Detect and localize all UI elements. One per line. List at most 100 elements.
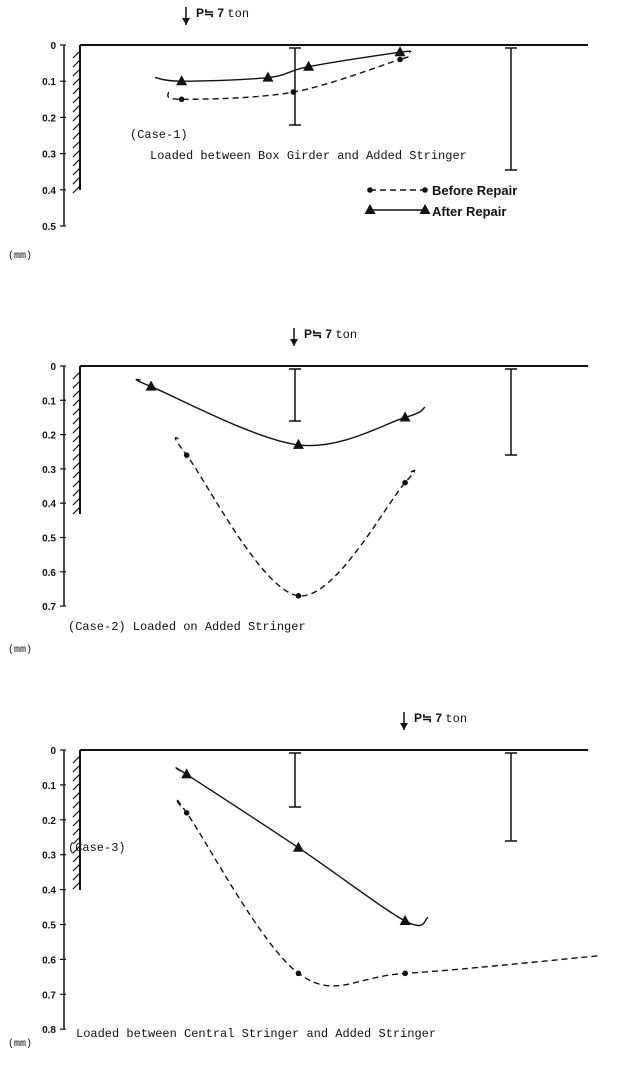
fixed-support-hatch <box>72 366 81 515</box>
hatch-stroke <box>72 104 81 113</box>
hatch-stroke <box>72 872 81 881</box>
hatch-stroke <box>72 167 81 176</box>
load-label: P≒ 7 ton <box>196 6 249 21</box>
hatch-stroke <box>72 416 81 425</box>
after-repair-point <box>399 915 411 926</box>
hatch-stroke <box>72 50 81 59</box>
y-tick-label: 0.4 <box>42 886 56 897</box>
series-after-repair-line <box>175 767 429 927</box>
series-before-repair-line <box>167 56 409 101</box>
y-tick-label: 0 <box>50 362 56 373</box>
hatch-stroke <box>72 470 81 479</box>
y-tick-label: 0.6 <box>42 955 56 966</box>
hatch-stroke <box>72 425 81 434</box>
y-tick-label: 0.8 <box>42 1025 56 1036</box>
legend-after-marker <box>364 204 376 214</box>
chart-panel-2: 0 0.1 0.2 0.3 0.4 0.5 0.6 0.7 P≒ 7 ton (Case-2) L… <box>8 327 588 656</box>
after-repair-point <box>394 46 406 57</box>
before-repair-point <box>178 96 185 103</box>
hatch-stroke <box>72 122 81 131</box>
hatch-stroke <box>72 773 81 782</box>
after-repair-point <box>292 841 304 852</box>
hatch-stroke <box>72 389 81 398</box>
unit-label: (mm) <box>8 250 32 262</box>
unit-label: (mm) <box>8 1038 32 1050</box>
load-arrow <box>400 712 408 730</box>
hatch-stroke <box>72 461 81 470</box>
y-tick-label: 0.6 <box>42 568 56 579</box>
load-arrow <box>182 7 190 25</box>
y-tick-label: 0.7 <box>42 990 56 1001</box>
hatch-stroke <box>72 86 81 95</box>
chart-panel-1: 0 0.1 0.2 0.3 0.4 0.5 P≒ 7 ton (Case-1) Loaded b… <box>8 6 588 262</box>
after-repair-point <box>176 75 188 86</box>
y-tick-label: 0.4 <box>42 186 56 197</box>
y-tick-label: 0.3 <box>42 851 56 862</box>
y-tick-label: 0 <box>50 41 56 52</box>
load-label: P≒ 7 ton <box>414 711 467 726</box>
load-label: P≒ 7 ton <box>304 327 357 342</box>
y-tick-label: 0.7 <box>42 602 56 613</box>
legend: Before Repair After Repair <box>364 183 517 219</box>
hatch-stroke <box>72 764 81 773</box>
hatch-stroke <box>72 371 81 380</box>
hatch-stroke <box>72 809 81 818</box>
hatch-stroke <box>72 881 81 890</box>
hatch-stroke <box>72 452 81 461</box>
after-repair-point <box>145 380 157 391</box>
hatch-stroke <box>72 818 81 827</box>
hatch-stroke <box>72 77 81 86</box>
chart-panel-3: 0 0.1 0.2 0.3 0.4 0.5 0.6 0.7 0.8 P≒ 7 ton (Case-3… <box>8 711 599 1050</box>
before-repair-point <box>397 56 403 63</box>
y-tick-label: 0.5 <box>42 534 56 545</box>
after-repair-point <box>399 411 411 422</box>
y-tick-label: 0 <box>50 746 56 757</box>
hatch-stroke <box>72 800 81 809</box>
girder-2 <box>505 47 517 171</box>
y-tick-label: 0.1 <box>42 781 56 792</box>
hatch-stroke <box>72 782 81 791</box>
before-repair-point <box>295 970 302 977</box>
y-tick-label: 0.4 <box>42 499 56 510</box>
hatch-stroke <box>72 149 81 158</box>
hatch-stroke <box>72 158 81 167</box>
legend-before-label: Before Repair <box>432 183 517 198</box>
hatch-stroke <box>72 863 81 872</box>
legend-before-marker <box>422 187 428 193</box>
fixed-support-hatch <box>72 45 81 194</box>
before-repair-point <box>183 810 190 816</box>
before-repair-point <box>402 970 408 977</box>
hatch-stroke <box>72 176 81 185</box>
hatch-stroke <box>72 845 81 854</box>
load-arrow <box>290 328 298 346</box>
hatch-stroke <box>72 380 81 389</box>
series-after-repair-line <box>154 50 412 82</box>
chart-caption-line-2: Loaded between Box Girder and Added Stri… <box>150 149 467 163</box>
hatch-stroke <box>72 827 81 836</box>
chart-caption: (Case-2) Loaded on Added Stringer <box>68 620 306 634</box>
y-tick-label: 0.2 <box>42 431 56 442</box>
hatch-stroke <box>72 755 81 764</box>
girder-1 <box>289 368 301 422</box>
hatch-stroke <box>72 398 81 407</box>
hatch-stroke <box>72 113 81 122</box>
hatch-stroke <box>72 434 81 443</box>
hatch-stroke <box>72 443 81 452</box>
y-tick-label: 0.5 <box>42 222 56 233</box>
series-before-repair-line <box>175 797 599 987</box>
y-tick-label: 0.3 <box>42 465 56 476</box>
hatch-stroke <box>72 140 81 149</box>
before-repair-point <box>290 89 297 95</box>
after-repair-point <box>303 60 315 71</box>
unit-label: (mm) <box>8 644 32 656</box>
y-tick-label: 0.2 <box>42 816 56 827</box>
girder-1 <box>289 47 301 126</box>
chart-caption: (Case-3) <box>68 841 126 855</box>
hatch-stroke <box>72 68 81 77</box>
fixed-support-hatch <box>72 750 81 890</box>
hatch-stroke <box>72 488 81 497</box>
after-repair-point <box>292 438 304 449</box>
hatch-stroke <box>72 791 81 800</box>
y-tick-label: 0.3 <box>42 150 56 161</box>
girder-2 <box>505 368 517 456</box>
